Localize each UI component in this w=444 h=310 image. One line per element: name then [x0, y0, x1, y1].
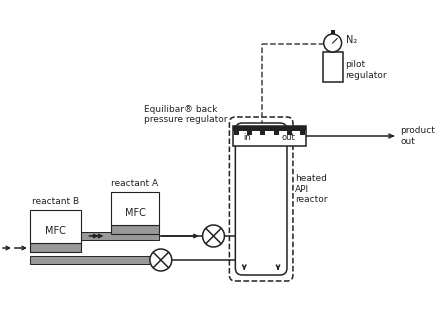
- Bar: [247, 131, 252, 135]
- FancyBboxPatch shape: [235, 123, 287, 275]
- Text: heated
API
reactor: heated API reactor: [295, 174, 327, 204]
- Bar: [274, 131, 279, 135]
- Bar: [261, 131, 266, 135]
- Text: reactant B: reactant B: [32, 197, 79, 206]
- Text: reactant A: reactant A: [111, 179, 159, 188]
- Bar: [234, 131, 239, 135]
- Text: MFC: MFC: [45, 226, 66, 236]
- Text: out: out: [281, 133, 295, 142]
- Circle shape: [324, 34, 341, 52]
- Bar: [234, 126, 306, 131]
- Text: N₂: N₂: [345, 35, 357, 45]
- Text: Equilibar® back
pressure regulator: Equilibar® back pressure regulator: [144, 104, 227, 124]
- Circle shape: [150, 249, 172, 271]
- Circle shape: [202, 225, 224, 247]
- Bar: [111, 225, 159, 234]
- Bar: [111, 192, 159, 225]
- Bar: [323, 52, 343, 82]
- Bar: [234, 126, 306, 146]
- Bar: [30, 256, 161, 264]
- Text: product
out: product out: [400, 126, 435, 146]
- Text: MFC: MFC: [125, 208, 146, 218]
- Bar: [30, 243, 81, 252]
- Bar: [301, 131, 305, 135]
- Bar: [331, 30, 335, 34]
- Text: pilot
regulator: pilot regulator: [345, 60, 387, 80]
- Bar: [287, 131, 292, 135]
- Text: in: in: [243, 133, 251, 142]
- Bar: [81, 232, 159, 240]
- Bar: [30, 210, 81, 243]
